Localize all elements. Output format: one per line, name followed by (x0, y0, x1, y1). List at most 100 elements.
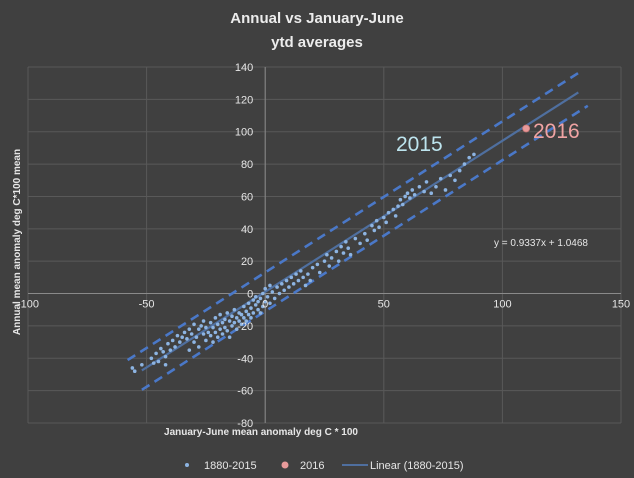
data-point (213, 316, 218, 320)
data-point (358, 241, 362, 246)
data-point (339, 244, 343, 249)
data-point (154, 351, 158, 356)
data-point (256, 299, 260, 304)
data-point (194, 335, 199, 340)
data-points (130, 124, 531, 374)
data-point (156, 359, 161, 364)
y-tick-label: 0 (247, 289, 253, 301)
data-point (294, 272, 298, 276)
legend: 1880-2015 2016 Linear (1880-2015) (185, 460, 464, 472)
data-point (341, 251, 346, 255)
data-point (220, 320, 225, 325)
x-tick-label: 0 (262, 299, 268, 311)
data-point (346, 246, 351, 251)
data-point (244, 319, 249, 323)
y-tick-label: 80 (241, 159, 253, 171)
data-point (211, 325, 215, 330)
data-point (434, 184, 438, 189)
data-point (223, 317, 227, 322)
data-point (348, 252, 353, 257)
data-point (398, 197, 403, 202)
data-point (253, 303, 258, 307)
data-point (277, 291, 282, 296)
data-point (249, 306, 253, 310)
data-point (462, 162, 467, 166)
data-point (170, 338, 175, 343)
data-point (253, 294, 258, 299)
annotation-2015: 2015 (396, 133, 443, 156)
tick-labels: -100 -50 0 50 100 150 -80 -60 -40 -20 0 20 40 60 80 100… (17, 62, 630, 430)
data-point (251, 311, 256, 315)
data-point (178, 340, 182, 344)
data-point (225, 328, 230, 333)
data-point (303, 283, 308, 288)
data-point (310, 265, 315, 270)
data-point (448, 173, 453, 178)
data-point (363, 231, 367, 236)
data-point (317, 270, 322, 275)
data-point (256, 307, 260, 312)
data-point (204, 325, 208, 330)
data-point (438, 176, 443, 181)
data-point (329, 256, 334, 260)
y-tick-label: -20 (237, 321, 253, 333)
y-tick-label: 140 (235, 62, 253, 74)
gridlines (27, 66, 622, 424)
data-point (149, 356, 154, 361)
data-point (417, 184, 422, 189)
data-point (272, 296, 277, 301)
data-point (201, 332, 206, 336)
data-point (287, 285, 291, 289)
data-point (163, 354, 168, 359)
data-point (215, 322, 220, 327)
data-point (180, 335, 184, 340)
data-point (405, 191, 410, 196)
data-point-2016 (522, 124, 531, 133)
data-point (403, 194, 407, 199)
data-point (215, 335, 220, 340)
data-point (182, 330, 187, 335)
data-point (163, 362, 168, 367)
regression-equation: y = 0.9337x + 1.0468 (494, 238, 588, 249)
data-point (258, 311, 263, 315)
data-point (230, 324, 234, 328)
data-point (263, 286, 268, 291)
data-point (353, 236, 358, 241)
data-point (173, 345, 177, 349)
data-point (263, 299, 268, 304)
data-point (275, 285, 279, 289)
data-point (242, 316, 246, 320)
data-point (268, 283, 272, 288)
x-tick-label: -50 (139, 299, 155, 311)
data-point (365, 238, 369, 242)
data-point (201, 319, 206, 323)
trend-line (141, 91, 579, 372)
trend-line-group (141, 91, 579, 372)
data-point (232, 320, 237, 325)
data-point (234, 316, 239, 320)
data-point (151, 361, 156, 365)
legend-marker-1880-2015 (185, 463, 189, 467)
data-point (412, 193, 417, 197)
data-point (443, 188, 448, 192)
data-point (208, 333, 213, 338)
data-point (382, 215, 386, 220)
data-point (239, 312, 244, 317)
data-point (374, 218, 379, 223)
data-point (187, 327, 192, 331)
data-point (334, 249, 339, 254)
data-point (130, 366, 135, 370)
data-point (225, 311, 230, 315)
y-tick-label: 20 (241, 256, 253, 268)
data-point (261, 304, 265, 309)
data-point (315, 262, 320, 267)
legend-marker-2016 (281, 461, 289, 469)
data-point (218, 312, 222, 317)
data-point (192, 322, 196, 327)
data-point (457, 168, 462, 173)
data-point (249, 316, 253, 320)
data-point (242, 304, 246, 309)
legend-label-linear: Linear (1880-2015) (370, 460, 464, 472)
data-point (291, 282, 296, 286)
